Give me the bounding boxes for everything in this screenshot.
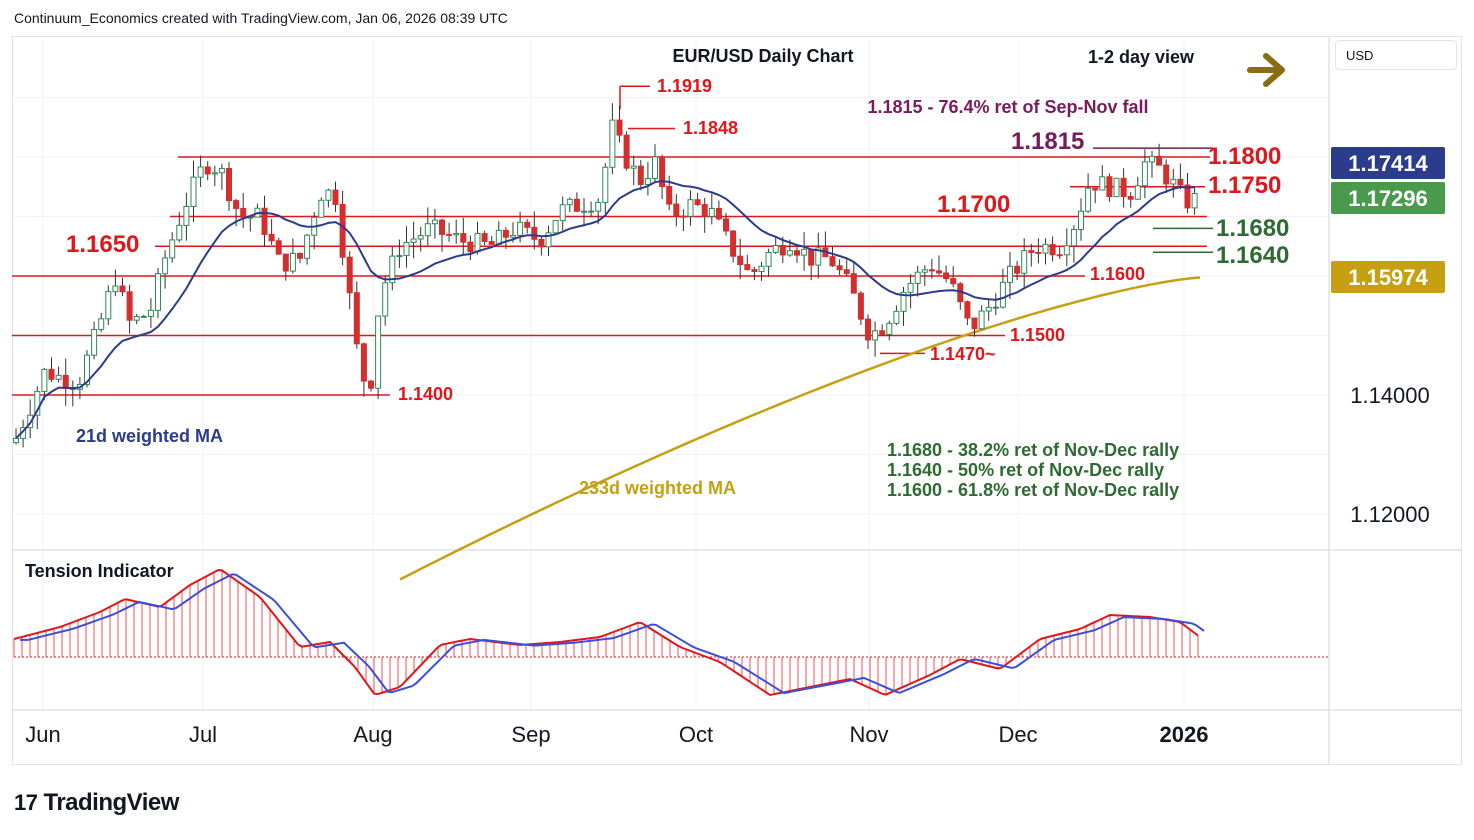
chart-frame xyxy=(12,36,1462,765)
tradingview-logo-mark: 17 xyxy=(14,790,38,815)
tradingview-logo-text: TradingView xyxy=(43,789,179,816)
tradingview-logo: 17 TradingView xyxy=(14,789,179,817)
currency-selector[interactable]: USD xyxy=(1335,40,1457,70)
chart-credit-header: Continuum_Economics created with Trading… xyxy=(14,10,508,26)
